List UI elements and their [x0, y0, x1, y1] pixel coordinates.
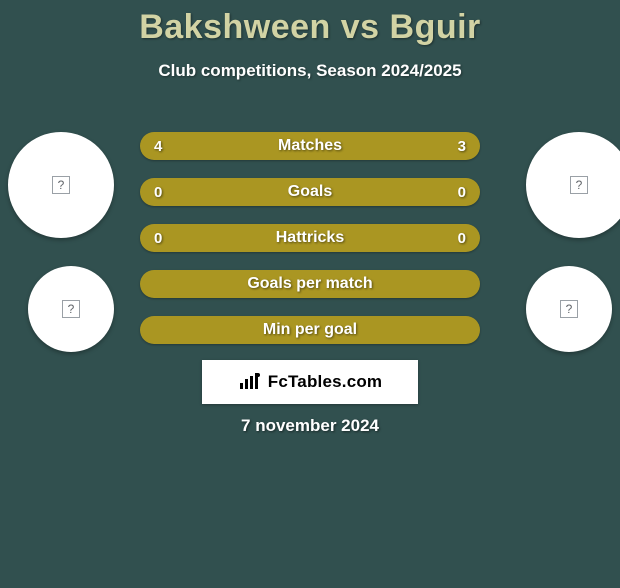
- stat-left-value: 4: [154, 138, 162, 155]
- bar-chart-icon: [238, 373, 262, 391]
- stat-label: Matches: [278, 137, 342, 155]
- player-avatar-right-top: ?: [526, 132, 620, 238]
- club-avatar-right-bottom: ?: [526, 266, 612, 352]
- stat-label: Goals: [288, 183, 332, 201]
- stat-right-value: 0: [458, 230, 466, 247]
- page-title: Bakshween vs Bguir: [0, 8, 620, 47]
- brand-badge: FcTables.com: [202, 360, 418, 404]
- stat-right-value: 0: [458, 184, 466, 201]
- stat-label: Hattricks: [276, 229, 344, 247]
- placeholder-image-icon: ?: [560, 300, 578, 318]
- placeholder-image-icon: ?: [62, 300, 80, 318]
- stat-left-value: 0: [154, 184, 162, 201]
- player-avatar-left-top: ?: [8, 132, 114, 238]
- stat-row-goals-per-match: Goals per match: [140, 270, 480, 298]
- stat-left-value: 0: [154, 230, 162, 247]
- brand-text: FcTables.com: [268, 372, 383, 392]
- date-label: 7 november 2024: [0, 416, 620, 436]
- stat-row-hattricks: 0 Hattricks 0: [140, 224, 480, 252]
- stats-container: 4 Matches 3 0 Goals 0 0 Hattricks 0 Goal…: [140, 132, 480, 362]
- club-avatar-left-bottom: ?: [28, 266, 114, 352]
- subtitle: Club competitions, Season 2024/2025: [0, 61, 620, 81]
- stat-row-min-per-goal: Min per goal: [140, 316, 480, 344]
- stat-label: Goals per match: [247, 275, 372, 293]
- stat-row-matches: 4 Matches 3: [140, 132, 480, 160]
- stat-row-goals: 0 Goals 0: [140, 178, 480, 206]
- stat-right-value: 3: [458, 138, 466, 155]
- placeholder-image-icon: ?: [52, 176, 70, 194]
- stat-label: Min per goal: [263, 321, 357, 339]
- placeholder-image-icon: ?: [570, 176, 588, 194]
